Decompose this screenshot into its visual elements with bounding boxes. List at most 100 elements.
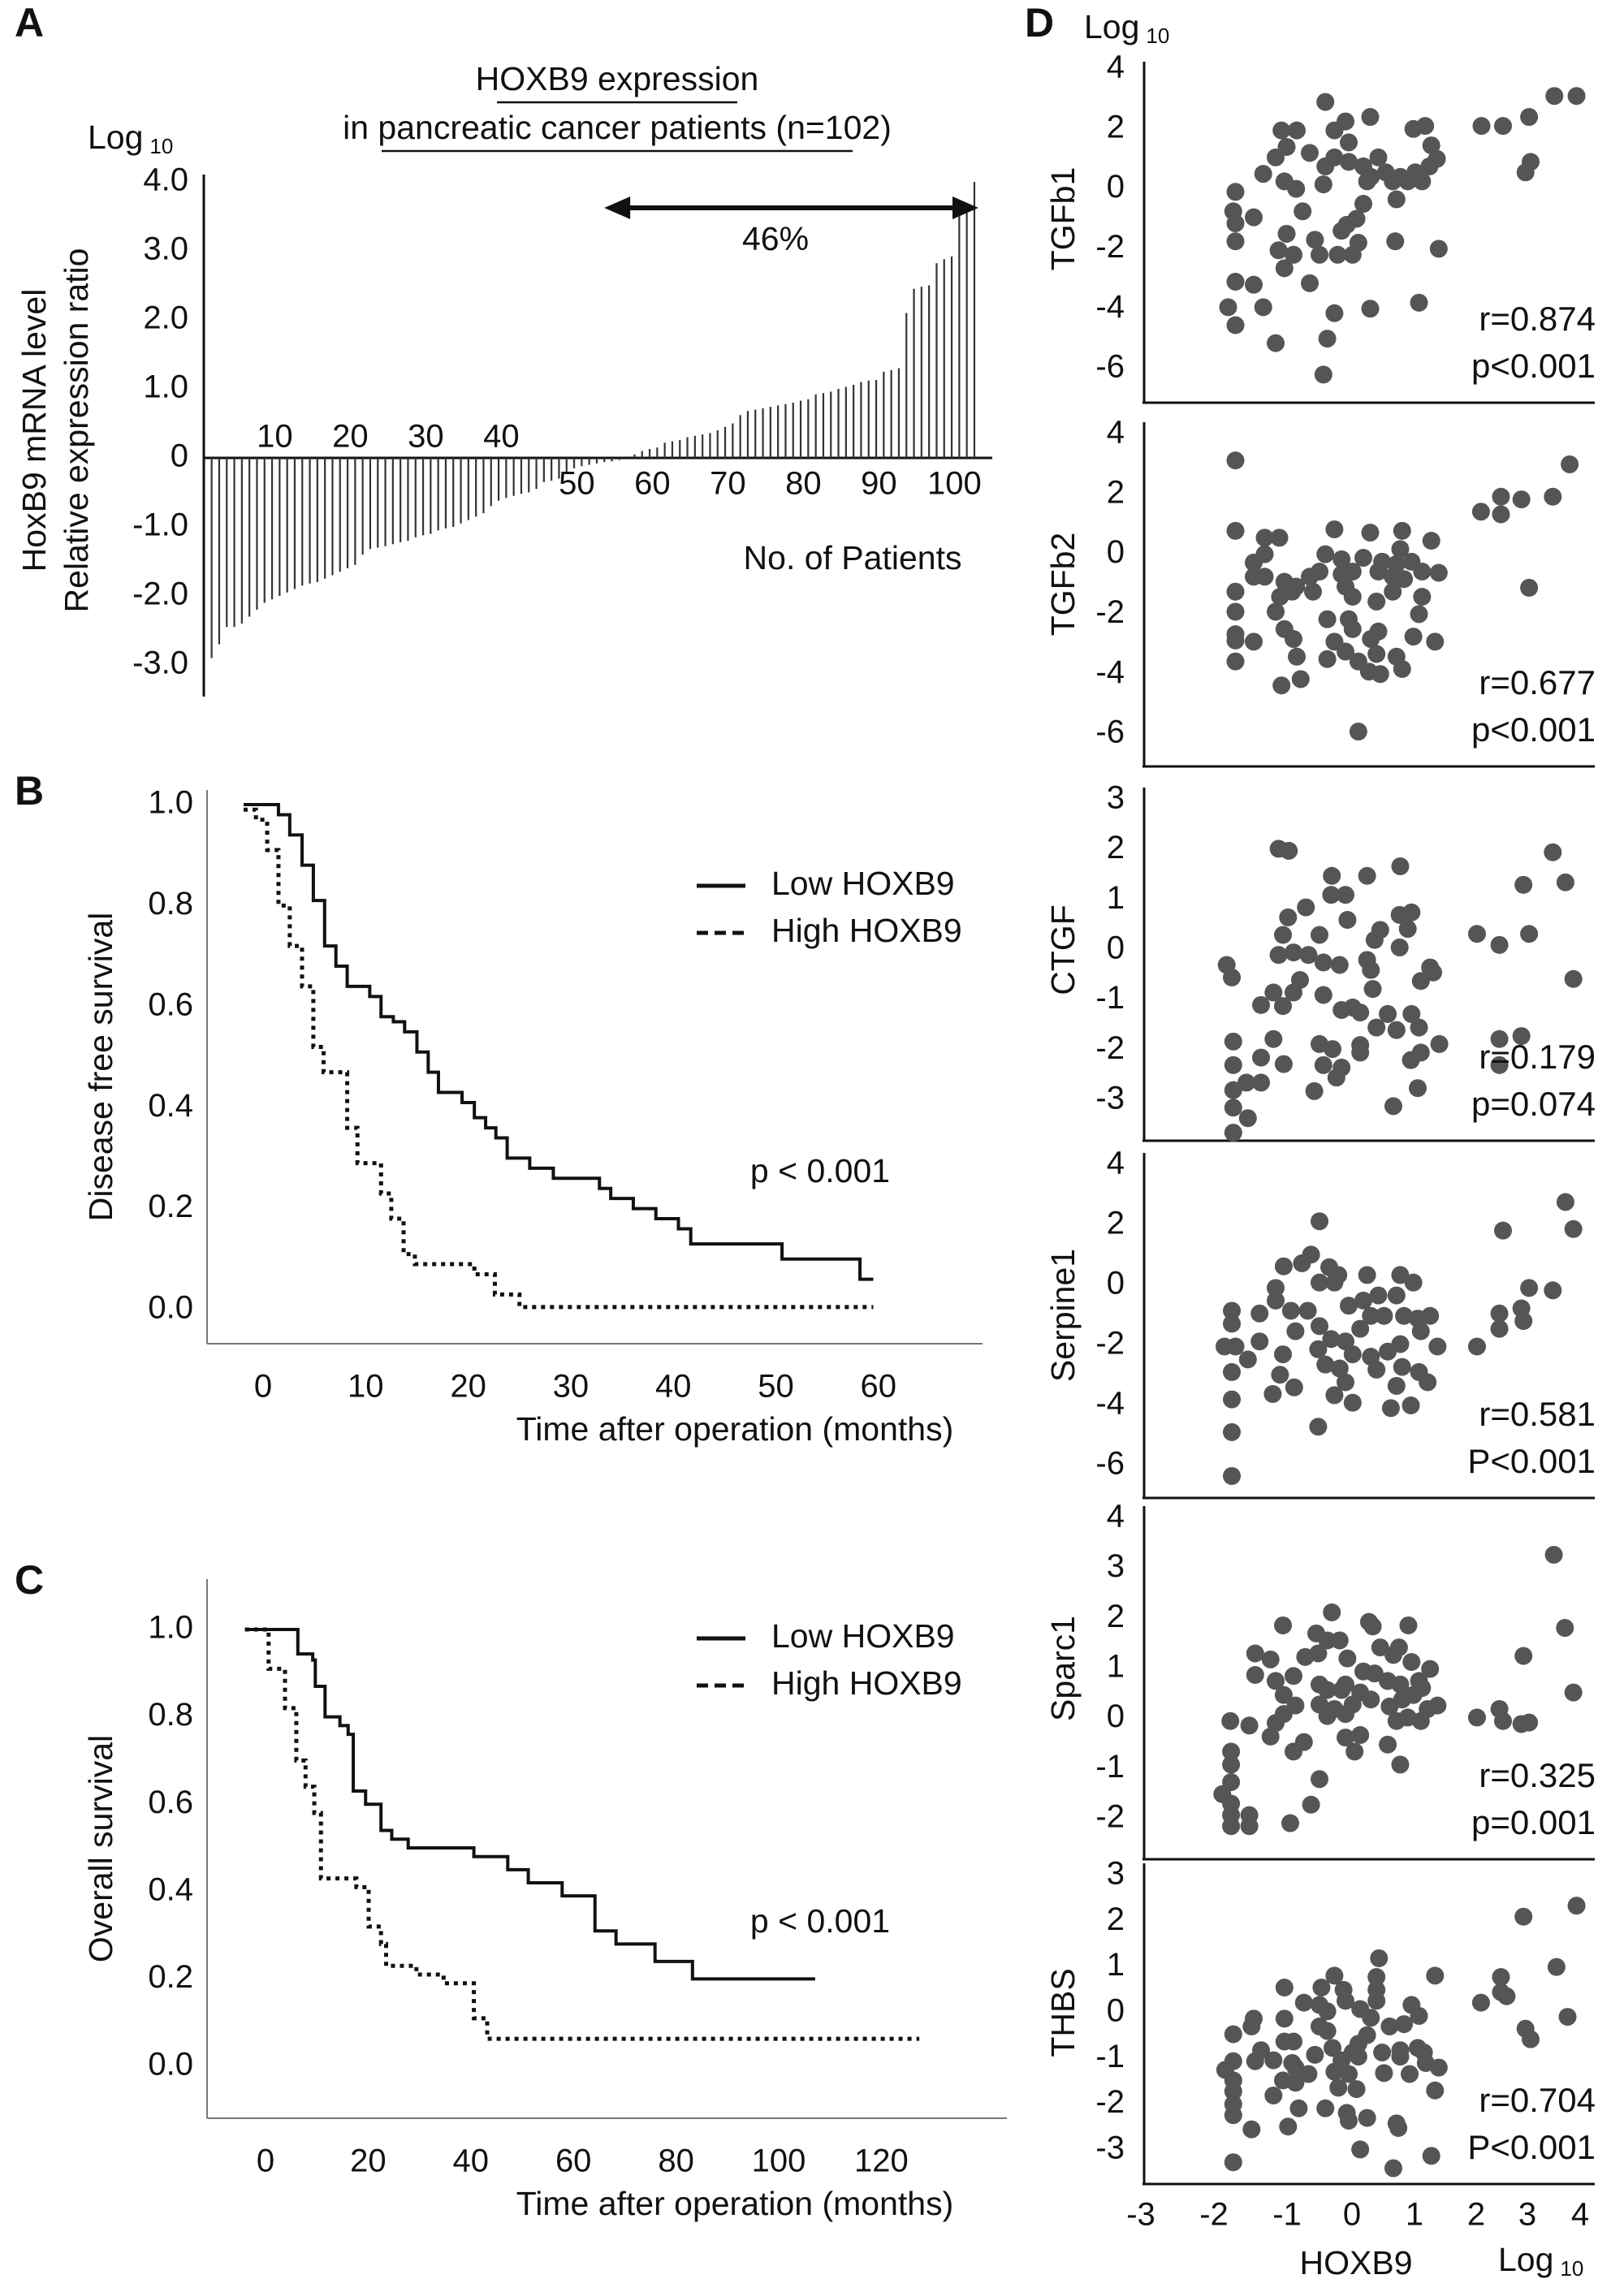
unit-log: Log <box>1084 8 1139 45</box>
y-axis-label: Overall survival <box>82 1735 119 1962</box>
y-axis-label-line-2: Relative expression ratio <box>58 248 95 613</box>
correlation-p: p=0.074 <box>1471 1085 1596 1123</box>
scatter-tgfb1 <box>1142 62 1595 404</box>
data-point <box>1490 1304 1509 1323</box>
data-point <box>1318 1707 1337 1725</box>
data-point <box>1242 2120 1261 2139</box>
y-tick-label: -1 <box>1095 980 1125 1016</box>
y-axis-label: Disease free survival <box>82 913 119 1222</box>
data-point <box>1398 172 1417 191</box>
x-tick-label: 40 <box>453 2143 490 2179</box>
data-point <box>1274 997 1292 1016</box>
data-point <box>1371 665 1389 684</box>
data-point <box>1402 1396 1420 1414</box>
x-tick-label: 10 <box>257 419 293 455</box>
data-point <box>1351 2140 1370 2159</box>
data-point <box>1281 1301 1300 1320</box>
correlation-p: p=0.001 <box>1471 1803 1596 1841</box>
data-point <box>1274 1345 1292 1364</box>
data-point <box>1369 1286 1388 1305</box>
y-tick-label: 2 <box>1107 1206 1125 1241</box>
data-point <box>1343 563 1362 581</box>
data-point <box>1311 1317 1328 1336</box>
data-point <box>1362 630 1380 649</box>
y-tick-label: 2 <box>1107 109 1125 145</box>
data-point <box>1410 293 1428 312</box>
data-point <box>1402 1004 1421 1023</box>
data-point <box>1323 1603 1341 1621</box>
data-point <box>1223 968 1241 986</box>
data-point <box>1395 570 1414 589</box>
x-tick-label: 30 <box>408 419 444 455</box>
data-point <box>1246 1666 1264 1685</box>
y-tick-label: 3 <box>1107 1856 1125 1892</box>
y-axis-label-line-1: HoxB9 mRNA level <box>15 289 53 572</box>
panel-label-c: C <box>15 1557 44 1603</box>
data-point <box>1426 632 1445 651</box>
y-tick-label: 3 <box>1107 1548 1125 1584</box>
data-point <box>1413 587 1432 606</box>
data-point <box>1306 2045 1324 2064</box>
data-point <box>1404 1273 1423 1292</box>
data-point <box>1264 983 1283 1002</box>
p-value: p < 0.001 <box>750 1152 890 1189</box>
data-point <box>1240 1716 1259 1735</box>
y-axis-label: THBS <box>1044 1968 1082 2057</box>
data-point <box>1255 568 1274 586</box>
data-point <box>1226 582 1245 601</box>
unit-label: Log 10 <box>88 119 173 158</box>
correlation-p: p<0.001 <box>1471 347 1596 385</box>
data-point <box>1224 2153 1242 2172</box>
data-point <box>1492 1968 1510 1987</box>
data-point <box>1338 911 1357 929</box>
data-point <box>1367 645 1386 663</box>
data-point <box>1363 1617 1382 1636</box>
data-point <box>1318 2022 1337 2040</box>
data-point <box>1226 214 1245 233</box>
y-tick-label: 3.0 <box>143 231 188 267</box>
data-point <box>1337 1729 1354 1747</box>
data-point <box>1358 866 1376 885</box>
y-tick-label: 0.2 <box>148 1189 193 1224</box>
data-point <box>1318 650 1337 668</box>
data-point <box>1426 1966 1445 1985</box>
data-point <box>1337 1373 1354 1392</box>
y-axis-label: TGFb2 <box>1044 533 1082 637</box>
data-point <box>1391 1675 1410 1694</box>
data-point <box>1338 1649 1357 1668</box>
data-point <box>1294 202 1312 221</box>
data-point <box>1318 1681 1337 1699</box>
data-point <box>1387 1286 1406 1305</box>
data-point <box>1514 1647 1533 1665</box>
data-point <box>1393 521 1411 540</box>
range-annotation: 46% <box>742 220 809 257</box>
data-point <box>1345 1742 1364 1761</box>
data-point <box>1267 1714 1285 1733</box>
x-tick-label: 40 <box>483 419 520 455</box>
unit-log: Log <box>1498 2241 1553 2278</box>
data-point <box>1520 1713 1539 1732</box>
data-point <box>1223 1466 1241 1485</box>
data-point <box>1281 1814 1299 1832</box>
data-point <box>1269 946 1288 965</box>
data-point <box>1365 1664 1384 1683</box>
km-curve-high <box>244 807 874 1310</box>
data-point <box>1250 1304 1269 1323</box>
data-point <box>1349 723 1367 741</box>
y-tick-label: -4 <box>1095 1386 1125 1422</box>
y-tick-label: 0.6 <box>148 1785 193 1820</box>
data-point <box>1354 1291 1373 1310</box>
data-point <box>1409 1079 1427 1098</box>
y-tick-label: -2 <box>1095 229 1125 265</box>
data-point <box>1277 224 1296 243</box>
correlation-r: r=0.874 <box>1479 300 1596 338</box>
data-point <box>1286 1322 1305 1340</box>
x-tick-label: 20 <box>332 419 369 455</box>
y-tick-label: -2 <box>1095 1326 1125 1362</box>
data-point <box>1367 1968 1386 1987</box>
data-point <box>1520 108 1539 127</box>
data-point <box>1252 1048 1270 1067</box>
y-tick-label: 0 <box>1107 1698 1125 1734</box>
y-tick-label: 4 <box>1107 1499 1125 1534</box>
data-point <box>1429 563 1448 582</box>
